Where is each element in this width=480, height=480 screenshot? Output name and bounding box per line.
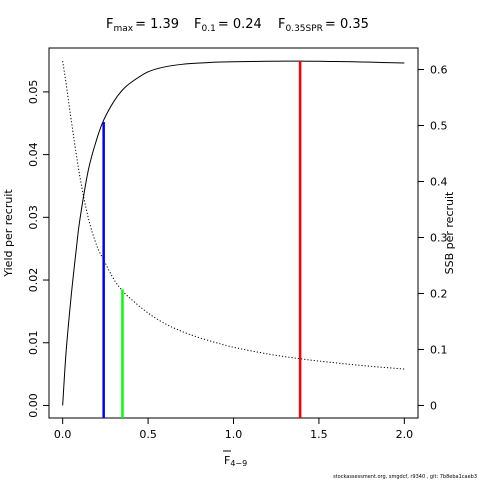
y-left-tick-label-0: 0.00 bbox=[27, 393, 40, 418]
y-left-tick-label-3: 0.03 bbox=[27, 205, 40, 230]
x-tick-label-1: 0.5 bbox=[139, 428, 157, 441]
y-right-tick-label-2: 0.2 bbox=[430, 287, 448, 300]
x-tick-label-0: 0.0 bbox=[54, 428, 72, 441]
footer-text: stockassessment.org, smgdcf, r9340 , git… bbox=[333, 474, 477, 480]
x-tick-label-3: 1.5 bbox=[310, 428, 328, 441]
series-layer bbox=[62, 60, 405, 406]
ssb-per-recruit-line bbox=[62, 61, 405, 370]
x-tick-label-4: 2.0 bbox=[396, 428, 414, 441]
y-right-tick-label-0: 0 bbox=[430, 399, 437, 412]
yield-per-recruit-line bbox=[62, 60, 405, 406]
x-axis-title: F4−9 bbox=[224, 454, 247, 468]
y-left-tick-label-2: 0.02 bbox=[27, 268, 40, 293]
x-tick-label-2: 1.0 bbox=[225, 428, 243, 441]
y-axis-right: 0 0.1 0.2 0.3 0.4 0.5 0.6 bbox=[418, 64, 448, 412]
y-right-tick-label-6: 0.6 bbox=[430, 64, 448, 77]
chart-title: Fmax = 1.39 F0.1 = 0.24 F0.35SPR = 0.35 bbox=[106, 17, 369, 34]
y-right-tick-label-1: 0.1 bbox=[430, 343, 448, 356]
x-axis: 0.0 0.5 1.0 1.5 2.0 bbox=[54, 418, 413, 441]
y-left-tick-label-4: 0.04 bbox=[27, 142, 40, 167]
y-left-tick-label-5: 0.05 bbox=[27, 80, 40, 105]
y-axis-left: 0.00 0.01 0.02 0.03 0.04 0.05 bbox=[27, 80, 49, 418]
y-axis-right-title: SSB per recruit bbox=[443, 191, 456, 274]
reference-lines bbox=[102, 61, 302, 418]
y-right-tick-label-5: 0.5 bbox=[430, 119, 448, 132]
y-right-tick-label-3: 0.3 bbox=[430, 231, 448, 244]
y-left-tick-label-1: 0.01 bbox=[27, 330, 40, 355]
y-axis-left-title: Yield per recruit bbox=[2, 189, 15, 278]
y-right-tick-label-4: 0.4 bbox=[430, 175, 448, 188]
